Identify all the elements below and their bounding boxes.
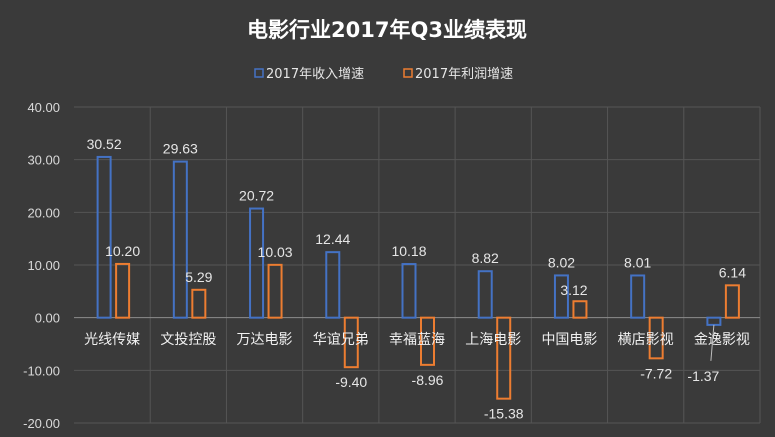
data-label: -8.96 <box>412 372 444 388</box>
data-label: -7.72 <box>640 365 672 381</box>
bar-revenue <box>249 207 265 319</box>
category-label: 中国电影 <box>541 332 597 348</box>
category-label: 金逸影视 <box>694 332 750 348</box>
category-label: 华谊兄弟 <box>313 332 369 348</box>
data-label: 29.63 <box>163 141 198 157</box>
category-label: 万达电影 <box>237 332 293 348</box>
data-label: 5.29 <box>185 269 212 285</box>
bar-profit <box>115 262 131 319</box>
y-axis: -20.00 -10.00 0.00 10.00 20.00 30.00 40.00 <box>23 100 60 431</box>
category-label: 横店影视 <box>618 332 674 348</box>
data-label: 10.20 <box>105 243 140 259</box>
chart-title: 电影行业2017年Q3业绩表现 <box>247 18 527 42</box>
y-tick-label: 40.00 <box>27 100 60 115</box>
legend-swatch-2 <box>403 68 413 78</box>
bar-revenue <box>630 274 646 319</box>
data-label: -9.40 <box>335 374 367 390</box>
y-tick-label: 10.00 <box>27 258 60 273</box>
bar-profit <box>496 316 512 400</box>
data-label: 10.18 <box>391 243 426 259</box>
bar-revenue <box>96 155 112 319</box>
data-label: 10.03 <box>258 244 293 260</box>
bar-profit <box>267 263 283 319</box>
category-labels: 光线传媒 文投控股 万达电影 华谊兄弟 幸福蓝海 上海电影 中国电影 横店影视 金逸影视 <box>84 332 750 348</box>
y-tick-label: -10.00 <box>23 363 60 378</box>
gridlines <box>74 106 761 424</box>
legend-label-1: 2017年收入增速 <box>266 67 364 82</box>
data-label: 20.72 <box>239 188 274 204</box>
bar-revenue <box>401 263 417 319</box>
y-tick-label: 0.00 <box>35 311 60 326</box>
data-label: -15.38 <box>484 406 524 422</box>
bar-profit <box>572 300 588 319</box>
bar-revenue <box>172 160 188 319</box>
bar-revenue <box>553 274 569 319</box>
bar-revenue <box>325 251 341 319</box>
y-tick-label: 30.00 <box>27 153 60 168</box>
bar-profit <box>343 316 359 369</box>
category-label: 幸福蓝海 <box>389 332 445 348</box>
category-label: 上海电影 <box>465 332 521 348</box>
bar-profit <box>724 284 740 319</box>
category-label: 光线传媒 <box>84 332 140 348</box>
data-label: -1.37 <box>687 368 719 384</box>
legend-label-2: 2017年利润增速 <box>415 67 513 82</box>
category-label: 文投控股 <box>160 332 216 348</box>
data-label: 30.52 <box>87 136 122 152</box>
data-label: 3.12 <box>560 282 587 298</box>
data-label: 8.01 <box>624 254 651 270</box>
data-label: 8.82 <box>472 250 499 266</box>
bar-profit <box>420 316 435 366</box>
leader-line <box>710 324 715 361</box>
bars <box>96 155 740 400</box>
bar-profit <box>648 316 664 360</box>
y-tick-label: 20.00 <box>27 205 60 220</box>
bar-revenue <box>477 270 493 319</box>
data-labels: 30.52 10.20 29.63 5.29 20.72 10.03 12.44 -9.40 1… <box>87 136 747 422</box>
y-tick-label: -20.00 <box>23 416 60 431</box>
legend-swatch-1 <box>254 68 264 78</box>
bar-revenue <box>706 316 722 326</box>
data-label: 12.44 <box>315 231 350 247</box>
legend: 2017年收入增速 2017年利润增速 <box>254 67 513 82</box>
data-label: 6.14 <box>719 264 746 280</box>
bar-profit <box>191 288 207 319</box>
data-label: 8.02 <box>548 254 575 270</box>
